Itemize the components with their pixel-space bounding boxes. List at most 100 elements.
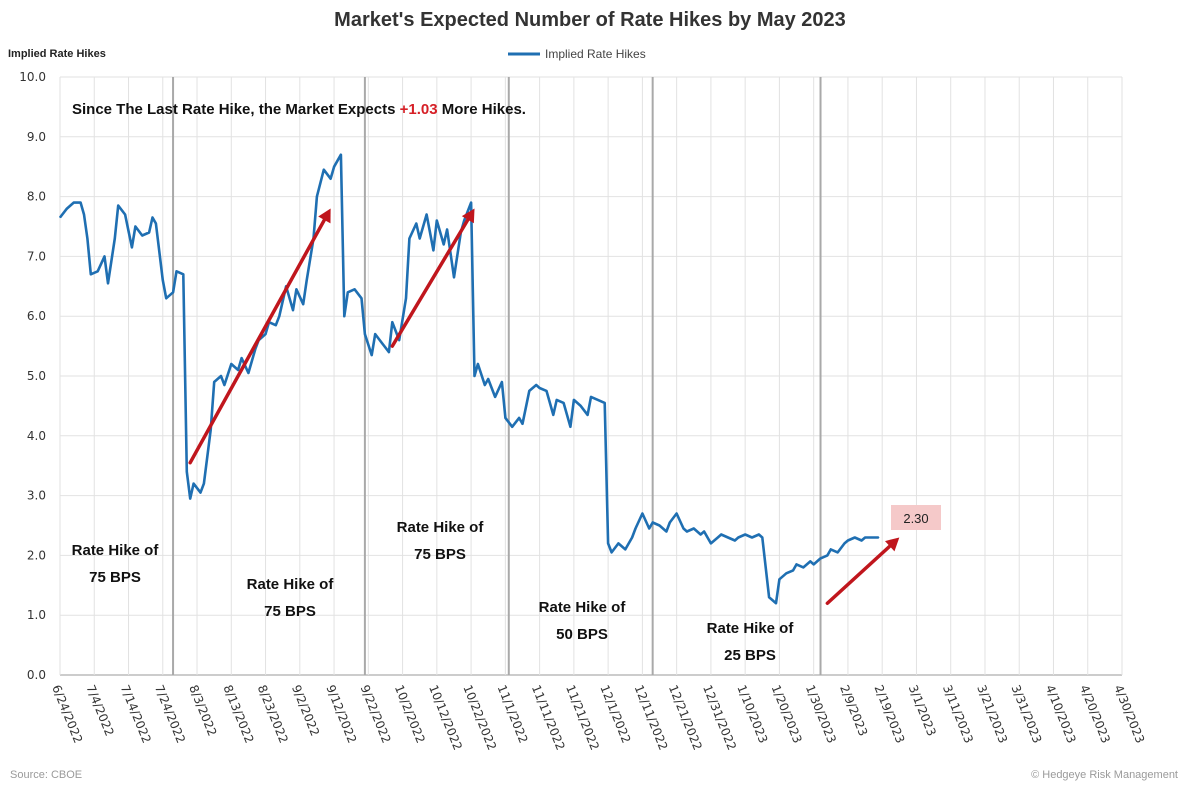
x-tick-label: 3/11/2023 bbox=[940, 683, 976, 745]
rate-hike-labels: Rate Hike of 75 BPS Rate Hike of 75 BPS Rate… bbox=[72, 519, 795, 664]
data-point bbox=[131, 246, 133, 249]
data-point bbox=[792, 569, 794, 571]
rate-hike-label-line2: 75 BPS bbox=[89, 569, 141, 586]
data-point bbox=[333, 166, 335, 168]
headline-after: More Hikes. bbox=[438, 101, 526, 118]
trend-arrow-shaft bbox=[390, 217, 470, 348]
data-point bbox=[751, 536, 753, 539]
data-point bbox=[590, 396, 592, 398]
data-point bbox=[573, 399, 575, 401]
data-point bbox=[343, 315, 345, 317]
data-point bbox=[374, 333, 376, 335]
rate-hike-label-line2: 75 BPS bbox=[414, 546, 466, 563]
data-point bbox=[340, 154, 342, 156]
last-value-box bbox=[891, 505, 941, 530]
data-point bbox=[775, 602, 777, 604]
y-tick-label: 6.0 bbox=[27, 309, 46, 323]
data-point bbox=[141, 234, 143, 237]
data-point bbox=[408, 237, 411, 240]
x-tick-label: 10/12/2022 bbox=[426, 683, 465, 752]
data-point bbox=[518, 417, 520, 419]
data-point bbox=[693, 527, 695, 530]
data-point bbox=[103, 255, 106, 257]
series-line bbox=[58, 153, 879, 605]
data-point bbox=[484, 384, 486, 386]
x-tick-label: 9/12/2022 bbox=[323, 683, 359, 745]
data-point bbox=[477, 363, 479, 365]
trend-arrow-head bbox=[318, 208, 331, 224]
x-tick-label: 8/13/2022 bbox=[221, 683, 257, 745]
x-tick-label: 8/3/2022 bbox=[186, 683, 219, 738]
data-point bbox=[264, 333, 267, 335]
data-point bbox=[199, 492, 202, 494]
data-point bbox=[826, 554, 828, 557]
data-point bbox=[501, 381, 503, 383]
rate-hike-label-line1: Rate Hike of bbox=[539, 599, 627, 616]
x-tick-label: 12/1/2022 bbox=[597, 683, 633, 745]
last-value-label: 2.30 bbox=[903, 511, 928, 526]
data-point bbox=[388, 351, 390, 353]
data-point bbox=[425, 213, 428, 216]
data-point bbox=[700, 533, 702, 536]
data-point bbox=[854, 536, 856, 539]
data-point bbox=[73, 201, 75, 204]
data-point bbox=[864, 536, 866, 539]
y-tick-label: 5.0 bbox=[27, 369, 46, 383]
data-point bbox=[151, 216, 154, 219]
y-tick-label: 2.0 bbox=[27, 548, 46, 562]
data-point bbox=[463, 219, 465, 222]
x-tick-label: 2/9/2023 bbox=[837, 683, 870, 738]
data-point bbox=[761, 536, 763, 539]
data-point bbox=[203, 483, 205, 485]
trend-arrow-shaft bbox=[825, 544, 892, 605]
headline-annotation: Since The Last Rate Hike, the Market Exp… bbox=[72, 101, 526, 118]
data-point bbox=[470, 201, 472, 204]
data-point bbox=[552, 414, 554, 416]
y-tick-label: 1.0 bbox=[27, 608, 46, 622]
rate-hike-label-line2: 25 BPS bbox=[724, 647, 776, 664]
data-point bbox=[665, 530, 667, 533]
data-point bbox=[847, 539, 849, 542]
data-point bbox=[837, 551, 839, 554]
data-point bbox=[275, 324, 277, 326]
trend-arrows bbox=[188, 208, 900, 605]
x-tick-label: 4/30/2023 bbox=[1111, 683, 1147, 745]
data-point bbox=[682, 527, 685, 530]
data-point bbox=[316, 196, 318, 198]
data-point bbox=[436, 219, 438, 222]
headline-highlight: +1.03 bbox=[400, 101, 438, 118]
data-point bbox=[155, 222, 157, 225]
data-point bbox=[360, 297, 363, 299]
y-tick-labels: 0.0 1.0 2.0 3.0 4.0 5.0 6.0 7.0 8.0 9.0 10.0 bbox=[19, 70, 46, 682]
data-point bbox=[193, 483, 195, 485]
data-point bbox=[624, 548, 626, 551]
data-point bbox=[830, 548, 832, 551]
x-tick-label: 10/2/2022 bbox=[392, 683, 428, 745]
legend-label: Implied Rate Hikes bbox=[545, 47, 646, 61]
data-point bbox=[79, 201, 82, 204]
rate-hike-label-line1: Rate Hike of bbox=[247, 576, 335, 593]
rate-hike-label-line1: Rate Hike of bbox=[707, 620, 795, 637]
rate-hike-label-line2: 50 BPS bbox=[556, 626, 608, 643]
data-point bbox=[652, 521, 654, 524]
y-axis-label: Implied Rate Hikes bbox=[8, 48, 106, 60]
data-point bbox=[813, 563, 815, 565]
data-point bbox=[364, 333, 366, 335]
x-tick-label: 9/2/2022 bbox=[289, 683, 322, 738]
x-tick-label: 7/4/2022 bbox=[83, 683, 116, 738]
data-point bbox=[535, 384, 537, 386]
data-point bbox=[545, 390, 548, 392]
trend-arrow-head bbox=[885, 537, 900, 552]
x-tick-label: 12/21/2022 bbox=[666, 683, 705, 752]
data-point bbox=[802, 566, 805, 568]
x-tick-label: 7/24/2022 bbox=[152, 683, 188, 745]
data-point bbox=[686, 530, 688, 533]
data-point bbox=[419, 237, 421, 240]
x-tick-label: 8/23/2022 bbox=[255, 683, 291, 745]
x-tick-label: 4/20/2023 bbox=[1077, 683, 1113, 745]
data-point bbox=[59, 216, 61, 219]
data-point bbox=[213, 381, 215, 383]
trend-arrow-shaft bbox=[188, 218, 327, 465]
data-point bbox=[172, 291, 174, 293]
